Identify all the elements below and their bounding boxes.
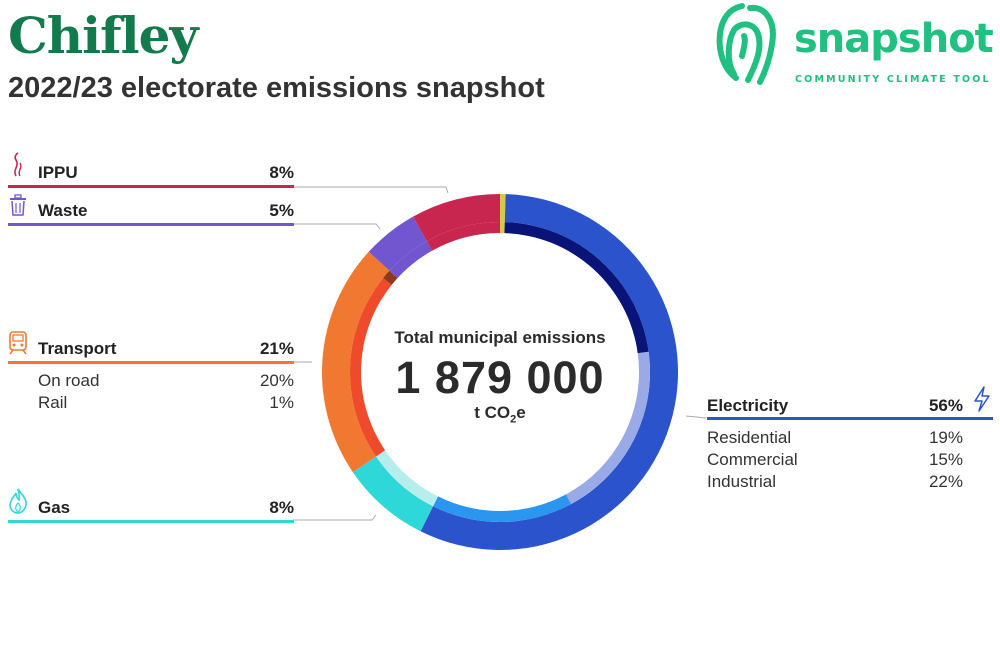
electricity-sub-industrial-pct: 22% [928, 472, 963, 491]
center-unit: t CO2e [420, 403, 580, 425]
electricity-name: Electricity [707, 396, 789, 415]
transport-name: Transport [38, 339, 117, 358]
slice-electricity [420, 194, 678, 551]
slice-residential [565, 351, 650, 505]
transport-sub-rail-pct: 1% [269, 393, 294, 412]
page-subtitle: 2022/23 electorate emissions snapshot [8, 72, 545, 104]
slice-rail [383, 270, 398, 285]
slice-transport [322, 251, 390, 473]
flame-icon [9, 488, 27, 514]
waste-underline [8, 223, 294, 226]
logo-tagline: COMMUNITY CLIMATE TOOL [795, 74, 991, 85]
slice-on-road [350, 277, 392, 457]
unit-prefix: t CO [474, 403, 511, 422]
transport-underline [8, 361, 294, 364]
slice-waste [389, 241, 433, 279]
leader-lines [293, 186, 707, 521]
ippu-pct: 8% [269, 163, 294, 182]
gas-leader-line [293, 514, 377, 521]
electricity-sub-industrial-name: Industrial [707, 472, 776, 491]
slice-commercial [433, 494, 572, 522]
gas-pct: 8% [269, 498, 294, 517]
waste-pct: 5% [269, 201, 294, 220]
transport-sub-onroad-name: On road [38, 371, 100, 390]
electricity-sub-residential-pct: 19% [928, 428, 963, 447]
gas-name: Gas [38, 498, 71, 517]
waste-leader-line [293, 223, 381, 230]
page-title: Chifley [8, 6, 199, 65]
slice-other [500, 222, 505, 234]
outer-ring [322, 194, 678, 551]
train-icon [9, 331, 27, 355]
electricity-leader-line [685, 415, 707, 419]
trash-bin-icon [10, 194, 26, 216]
slice-ippu [426, 222, 500, 251]
fingerprint-logo-icon [716, 3, 776, 85]
logo-wordmark: snapshot [794, 16, 994, 62]
ippu-name: IPPU [38, 163, 78, 182]
smoke-icon [14, 152, 22, 177]
transport-sub-rail-name: Rail [38, 393, 68, 412]
electricity-sub-commercial-name: Commercial [707, 450, 798, 469]
waste-name: Waste [38, 201, 88, 220]
ippu-underline [8, 185, 294, 188]
electricity-pct: 56% [928, 396, 963, 415]
unit-suffix: e [516, 403, 526, 422]
slice-waste [368, 216, 427, 271]
slice-gas [376, 450, 438, 507]
slice-other [500, 194, 506, 223]
transport-pct: 21% [259, 339, 294, 358]
ippu-leader-line [293, 186, 449, 194]
slice-gas [352, 456, 434, 532]
electricity-sub-residential-name: Residential [707, 428, 792, 447]
center-label: Total municipal emissions [394, 328, 606, 347]
electricity-sub-commercial-pct: 15% [928, 450, 963, 469]
snapshot-logo: snapshot COMMUNITY CLIMATE TOOL [714, 0, 1000, 90]
inner-ring [350, 222, 650, 522]
slice-ippu [413, 194, 500, 242]
unit-subscript: 2 [510, 413, 517, 426]
slice-industrial [504, 222, 649, 354]
electricity-underline [707, 417, 993, 420]
center-total: 1 879 000 [395, 352, 605, 403]
lightning-icon [974, 386, 990, 412]
transport-sub-onroad-pct: 20% [259, 371, 294, 390]
gas-underline [8, 520, 294, 523]
